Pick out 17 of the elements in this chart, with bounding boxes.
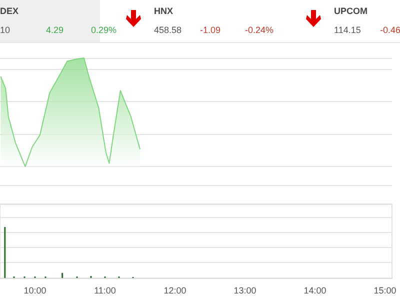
x-tick-label: 11:00 [94, 286, 116, 296]
x-tick-label: 15:00 [374, 286, 396, 296]
x-tick-label: 14:00 [304, 286, 326, 296]
x-tick-label: 13:00 [234, 286, 256, 296]
text: 458.58 [154, 25, 182, 35]
text: 114.15 [334, 25, 361, 35]
text: HNX [154, 6, 174, 16]
text: 0.29% [91, 25, 117, 35]
text: 10 [0, 25, 10, 35]
text: -0.24% [245, 25, 274, 35]
x-tick-label: 12:00 [164, 286, 186, 296]
text: -1.09 [200, 25, 221, 35]
text: -0.46 [380, 25, 400, 35]
text: 4.29 [46, 25, 64, 35]
x-tick-label: 10:00 [24, 286, 46, 296]
text: UPCOM [334, 6, 368, 16]
text: DEX [0, 6, 19, 16]
